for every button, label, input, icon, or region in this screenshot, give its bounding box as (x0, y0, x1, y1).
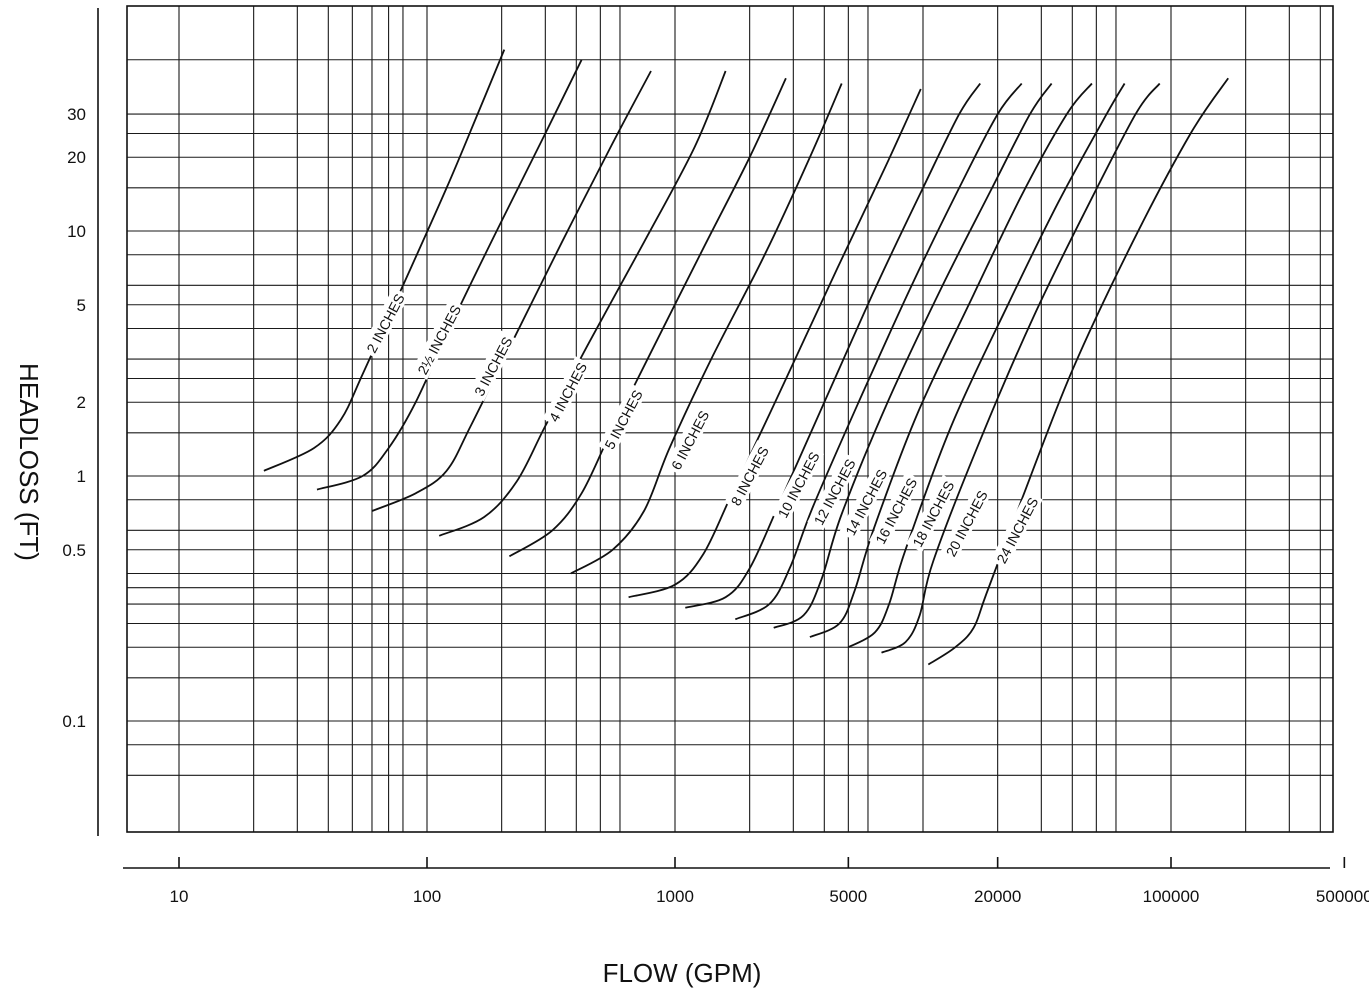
curve-label-bg (598, 383, 648, 455)
curve-4-inches (438, 70, 727, 537)
curve-label-text: 2½ INCHES (414, 302, 464, 377)
curve-label-bg (542, 356, 592, 428)
curve-14-inches (773, 82, 1053, 629)
curve-24-inches (927, 77, 1229, 666)
x-tick-label: 100000 (1143, 887, 1200, 906)
curve-16-inches (809, 82, 1093, 638)
x-tick-label: 5000 (829, 887, 867, 906)
x-tick-label: 10 (170, 887, 189, 906)
curve-label-text: 3 INCHES (471, 334, 515, 399)
grid (127, 6, 1333, 832)
curve-18-inches (847, 83, 1126, 649)
curve-label-text: 2 INCHES (363, 291, 407, 356)
curve-2-half-inches (316, 59, 583, 491)
curve-label-bg (771, 445, 825, 524)
curve-label: 3 INCHES (467, 330, 517, 402)
x-axis-title: FLOW (GPM) (603, 958, 762, 988)
x-tick-label: 1000 (656, 887, 694, 906)
x-tick-labels: 10 100 1000 5000 20000 100000 500000 (170, 857, 1369, 906)
curve-label-bg (939, 484, 993, 562)
y-tick-label: 5 (77, 296, 86, 315)
curve-6-inches (570, 83, 843, 575)
y-tick-label: 30 (67, 105, 86, 124)
y-tick-label: 1 (77, 467, 86, 486)
plot-frame (126, 5, 1334, 833)
curve-8-inches (628, 88, 922, 599)
curve-label: 5 INCHES (598, 383, 648, 455)
y-tick-label: 0.5 (62, 541, 86, 560)
curve-label-bg (724, 440, 774, 511)
curve-label: 6 INCHES (664, 404, 714, 476)
y-tick-label: 0.1 (62, 712, 86, 731)
curve-label-bg (838, 463, 892, 541)
curve-12-inches (734, 82, 1023, 621)
y-tick-label: 2 (77, 393, 86, 412)
curve-label-bg (360, 287, 410, 359)
y-tick-label: 20 (67, 148, 86, 167)
curves (263, 49, 1229, 666)
x-tick-label: 100 (413, 887, 441, 906)
curve-label-bg (411, 298, 466, 380)
curve-2-inches (263, 49, 506, 472)
curve-20-inches (881, 82, 1161, 654)
curve-label-text: 5 INCHES (601, 387, 645, 452)
x-tick-label: 20000 (974, 887, 1021, 906)
curve-5-inches (508, 77, 787, 558)
curve-label: 4 INCHES (542, 356, 592, 428)
curve-label-bg (807, 452, 861, 531)
curve-label-text: 4 INCHES (546, 360, 590, 425)
y-tick-label: 10 (67, 222, 86, 241)
curve-label-bg (467, 330, 517, 402)
x-tick-label: 500000 (1316, 887, 1369, 906)
curve-label: 2½ INCHES (411, 298, 466, 380)
y-axis-title: HEADLOSS (FT) (14, 363, 44, 561)
curve-label: 2 INCHES (360, 287, 410, 359)
curve-label-bg (990, 491, 1043, 569)
curve-label-bg (906, 474, 959, 553)
curve-10-inches (685, 82, 981, 609)
curve-label-bg (664, 404, 714, 476)
curve-label-bg (868, 471, 922, 550)
y-tick-labels: 30 20 10 5 2 1 0.5 0.1 (62, 105, 86, 731)
